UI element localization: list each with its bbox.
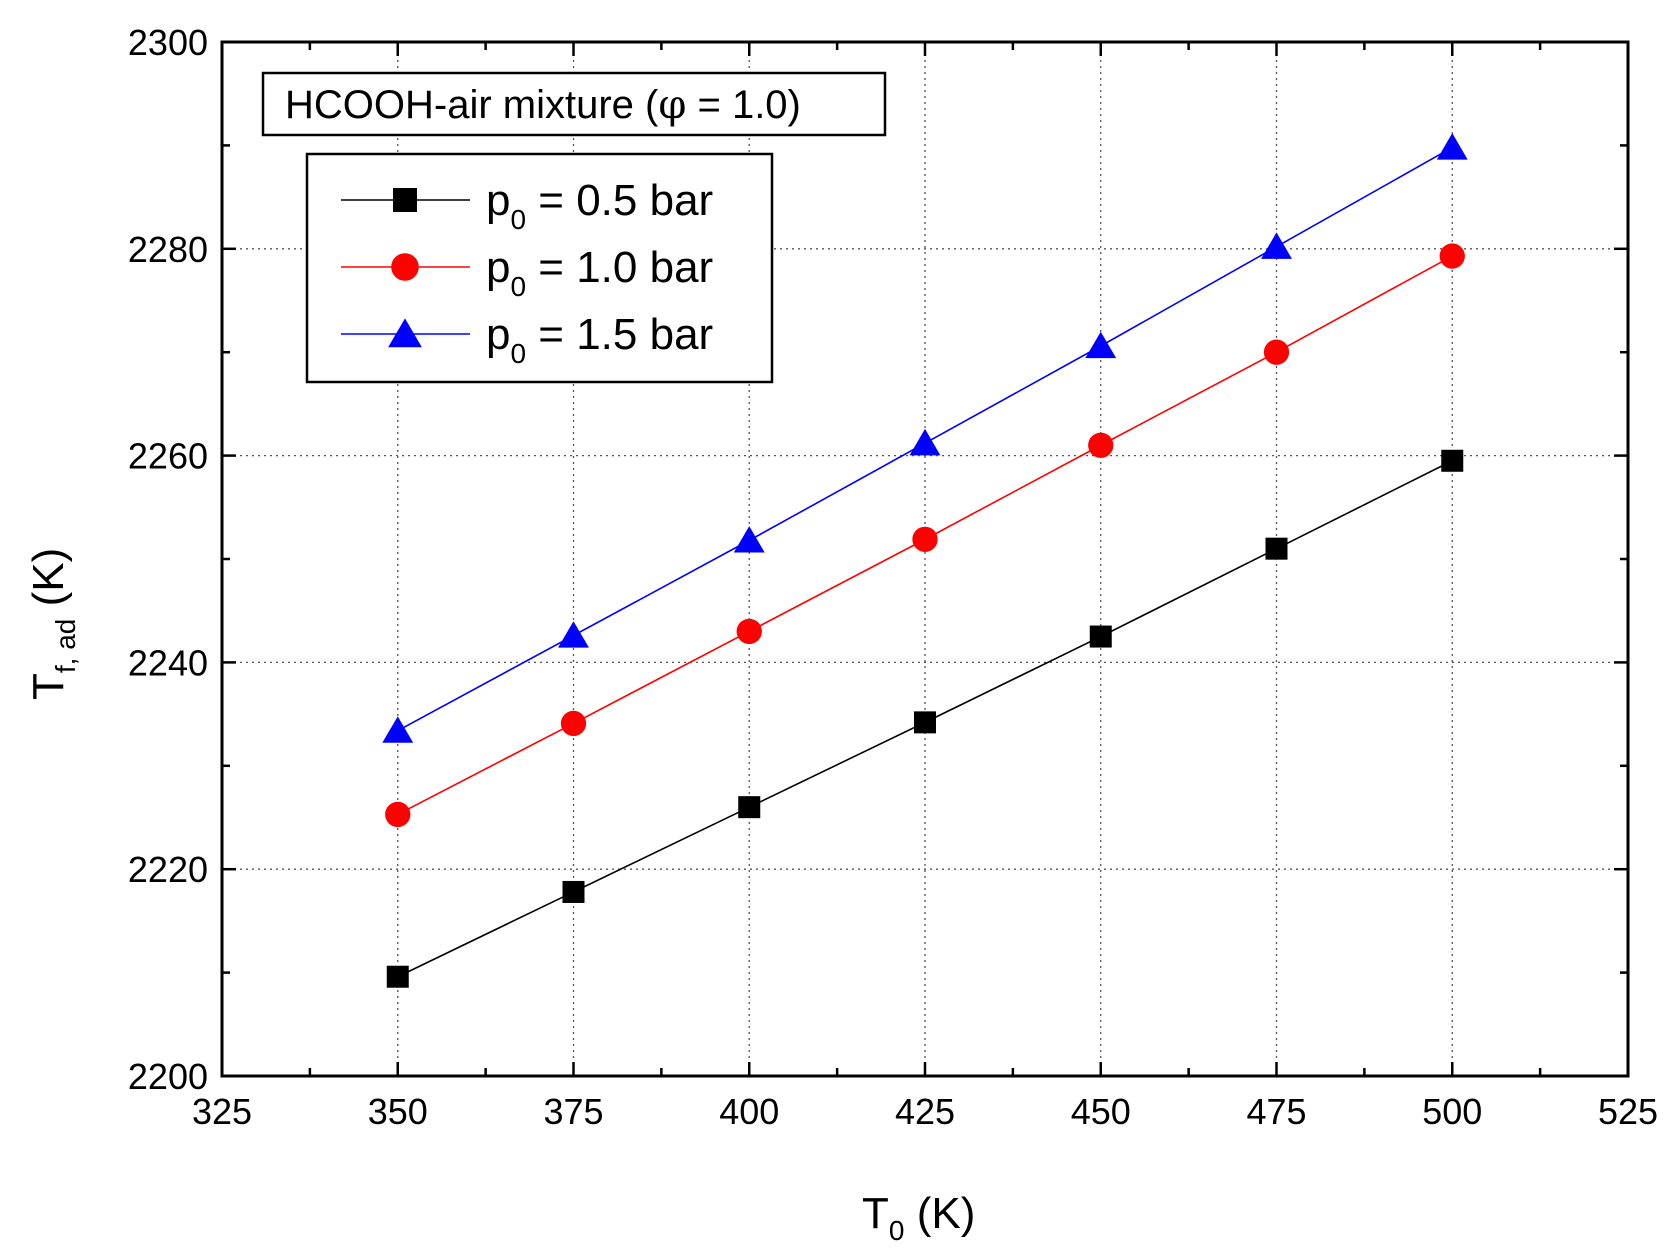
y-tick-label: 2280 [128,229,208,270]
series-1 [386,449,1464,988]
data-point-triangle [382,716,414,743]
data-point-circle [912,526,938,553]
legend-label: p0 = 0.5 bar [486,176,713,235]
legend-label: p0 = 1.5 bar [486,310,713,369]
data-point-square [1089,625,1112,648]
series-layer [382,133,1468,988]
data-point-circle [1088,432,1114,458]
data-point-triangle [733,526,765,553]
x-tick-label: 375 [543,1091,603,1132]
data-point-triangle [909,428,941,456]
data-point-circle [385,801,411,828]
legend-marker-circle [391,253,419,281]
x-tick-label: 350 [368,1091,428,1132]
annotation-phi: φ [658,82,686,128]
data-point-square [738,796,761,819]
x-tick-label: 425 [895,1091,955,1132]
x-tick-label: 400 [719,1091,779,1132]
legend-label-main: p [486,176,510,225]
legend-label-main: p [486,243,510,292]
y-axis-label: Tf, ad (K) [24,548,81,700]
y-tick-label: 2240 [128,642,208,683]
data-point-circle [560,710,587,737]
legend-label-rest: = 1.0 bar [526,243,713,292]
legend-marker-triangle [388,318,422,348]
data-point-triangle [1261,232,1292,259]
data-point-square [1441,449,1464,472]
y-label-main: T [24,673,73,700]
data-point-square [386,965,409,988]
data-point-triangle [558,621,589,648]
series-3 [382,133,1468,743]
legend-label-rest: = 0.5 bar [526,176,713,225]
series-2 [385,243,1465,828]
legend-label: p0 = 1.0 bar [486,243,713,302]
data-point-circle [736,618,762,645]
annotation-text: HCOOH-air mixture (φ = 1.0) [285,82,801,128]
x-label-sub: 0 [889,1215,905,1246]
x-tick-label: 450 [1071,1091,1131,1132]
legend-item: p0 = 1.5 bar [341,310,713,369]
legend-label-sub: 0 [510,271,526,302]
x-label-unit: (K) [904,1189,975,1238]
y-label-sub: f, ad [50,619,81,673]
annotation-box [261,71,887,137]
data-point-circle [1439,243,1465,269]
data-point-square [1265,537,1288,560]
x-tick-label: 325 [192,1091,252,1132]
x-tick-label: 525 [1598,1091,1658,1132]
annotation-main: HCOOH-air mixture ( [285,83,659,127]
data-point-square [914,711,936,734]
legend-item: p0 = 1.0 bar [341,243,713,302]
annotation-rest: = 1.0) [686,83,801,127]
x-tick-label: 475 [1246,1091,1306,1132]
legend-label-sub: 0 [510,204,526,235]
legend-box [305,152,774,384]
legend-label-sub: 0 [510,338,526,369]
x-label-main: T [862,1189,889,1238]
data-point-triangle [1436,133,1468,160]
x-axis-label: T0 (K) [862,1189,975,1246]
axis-ticks: 325 350 375 400 425 450 475 500 525 2200 2220 2240 2… [128,22,1658,1132]
data-point-square [562,880,585,903]
y-tick-label: 2300 [128,22,208,63]
y-tick-label: 2220 [128,849,208,890]
legend-label-rest: = 1.5 bar [526,310,713,359]
y-tick-label: 2200 [128,1056,208,1097]
x-tick-label: 500 [1422,1091,1482,1132]
data-point-triangle [1085,331,1117,359]
y-label-unit: (K) [24,548,73,619]
y-tick-label: 2260 [128,436,208,477]
data-point-circle [1263,339,1290,365]
legend-label-main: p [486,310,510,359]
legend-item: p0 = 0.5 bar [341,176,713,235]
legend-marker-square [393,188,417,212]
